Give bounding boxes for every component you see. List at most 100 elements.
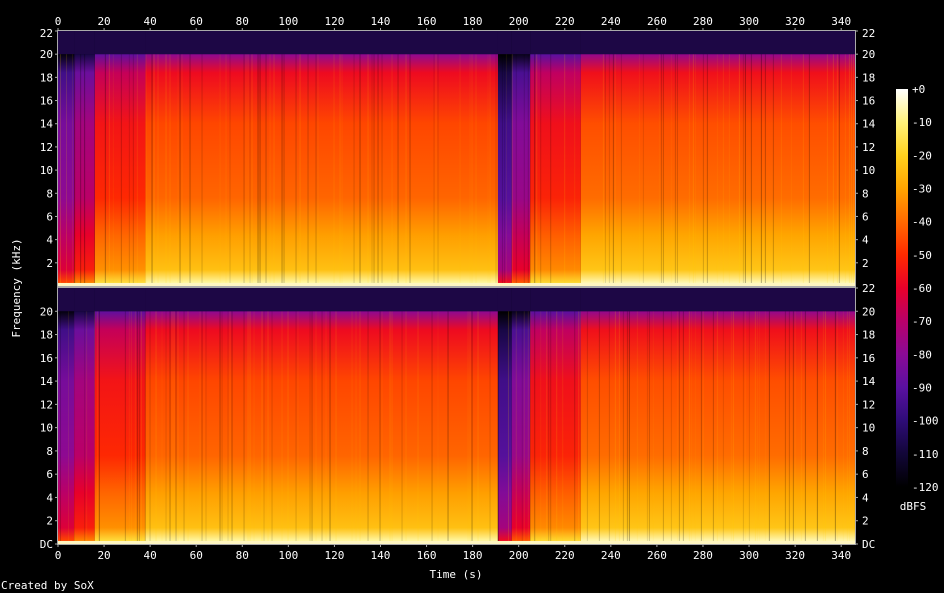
texture-streak: [155, 311, 157, 544]
y-tick-label: 10: [40, 164, 53, 177]
spectral-segment: [580, 288, 856, 544]
x-tick-label-top: 0: [55, 15, 62, 28]
y-tick-label-right: 6: [862, 468, 869, 481]
y-tick-label: 18: [40, 71, 53, 84]
texture-streak: [136, 54, 138, 286]
segment-fill: [530, 311, 581, 544]
x-tick-label: 140: [371, 549, 391, 562]
y-tick-label-right: 18: [862, 71, 875, 84]
texture-streak: [315, 54, 317, 286]
y-tick-label: 10: [40, 422, 53, 435]
texture-streak: [834, 311, 836, 544]
y-tick-label-right: 12: [862, 398, 875, 411]
y-tick-label-right: 2: [862, 515, 869, 528]
y-tick-label: 6: [46, 210, 53, 223]
texture-streak: [556, 311, 558, 544]
texture-streak: [84, 54, 86, 286]
texture-streak: [706, 54, 708, 286]
texture-streak: [359, 311, 361, 544]
texture-streak: [86, 311, 88, 544]
texture-streak: [574, 54, 576, 286]
texture-streak: [227, 311, 229, 544]
x-tick-label: 40: [144, 549, 157, 562]
texture-streak: [437, 54, 439, 286]
texture-streak: [317, 54, 319, 286]
segment-top-band: [94, 31, 146, 55]
segment-fill: [58, 311, 75, 544]
segment-fill: [497, 54, 512, 286]
texture-streak: [391, 311, 393, 544]
y-tick-label-right: 12: [862, 141, 875, 154]
colorbar-ticks: +0 -10 -20 -30 -40 -50 -60 -70 -80 -90 -100 -110 -12…: [912, 83, 939, 494]
texture-streak: [243, 54, 245, 286]
texture-streak: [183, 311, 185, 544]
texture-streak: [742, 311, 744, 544]
texture-streak: [501, 54, 503, 286]
texture-streak: [261, 311, 263, 544]
texture-streak: [626, 311, 628, 544]
texture-streak: [495, 54, 497, 286]
texture-streak: [586, 311, 588, 544]
texture-streak: [157, 54, 159, 286]
texture-streak: [359, 54, 361, 286]
texture-streak: [295, 311, 297, 544]
texture-streak: [712, 311, 714, 544]
x-tick-label: 320: [785, 549, 805, 562]
texture-streak: [850, 54, 852, 286]
y-tick-label-right: 10: [862, 422, 875, 435]
texture-streak: [836, 54, 838, 286]
texture-streak: [409, 54, 411, 286]
texture-streak: [165, 311, 167, 544]
texture-streak: [540, 54, 542, 286]
texture-streak: [60, 311, 61, 544]
texture-streak: [299, 54, 301, 286]
x-tick-label-top: 320: [785, 15, 805, 28]
colorbar-label: dBFS: [900, 500, 927, 513]
texture-streak: [848, 311, 850, 544]
texture-streak: [702, 311, 704, 544]
y-axis-label: Frequency (kHz): [10, 238, 23, 337]
texture-streak: [405, 54, 407, 286]
spectral-segment: [145, 288, 499, 544]
x-tick-label: 100: [278, 549, 298, 562]
x-tick-label: 260: [647, 549, 667, 562]
texture-streak: [688, 311, 690, 544]
y-tick-label-right: 14: [862, 118, 876, 131]
texture-streak: [431, 311, 433, 544]
texture-streak: [249, 311, 251, 544]
y-tick-label-right: 2: [862, 257, 869, 270]
texture-streak: [760, 54, 762, 286]
texture-streak: [229, 311, 231, 544]
colorbar-tick-label: -90: [912, 382, 932, 395]
texture-streak: [670, 54, 672, 286]
segment-fill: [497, 311, 512, 544]
y-tick-label-right: 6: [862, 210, 869, 223]
x-tick-label: 240: [601, 549, 621, 562]
texture-streak: [507, 311, 509, 544]
texture-streak: [295, 54, 297, 286]
spectral-segment: [511, 288, 531, 544]
segment-top-band: [74, 288, 95, 312]
y-tick-label: 2: [46, 257, 53, 270]
texture-streak: [471, 54, 473, 286]
texture-streak: [722, 54, 724, 286]
texture-streak: [94, 311, 96, 544]
texture-streak: [367, 54, 369, 286]
texture-streak: [503, 54, 505, 286]
x-tick-label: 80: [236, 549, 249, 562]
y-tick-label-right: 16: [862, 95, 875, 108]
texture-streak: [534, 54, 536, 286]
texture-streak: [144, 311, 146, 544]
texture-streak: [846, 311, 848, 544]
colorbar-tick-label: -110: [912, 448, 939, 461]
segment-fill: [145, 311, 498, 544]
texture-streak: [732, 311, 734, 544]
spectral-segment: [145, 31, 498, 286]
x-tick-label-top: 80: [236, 15, 249, 28]
texture-streak: [165, 54, 167, 286]
texture-streak: [329, 311, 331, 544]
texture-streak: [134, 311, 136, 544]
texture-streak: [177, 54, 179, 286]
texture-streak: [391, 54, 393, 286]
x-tick-label-top: 40: [144, 15, 157, 28]
